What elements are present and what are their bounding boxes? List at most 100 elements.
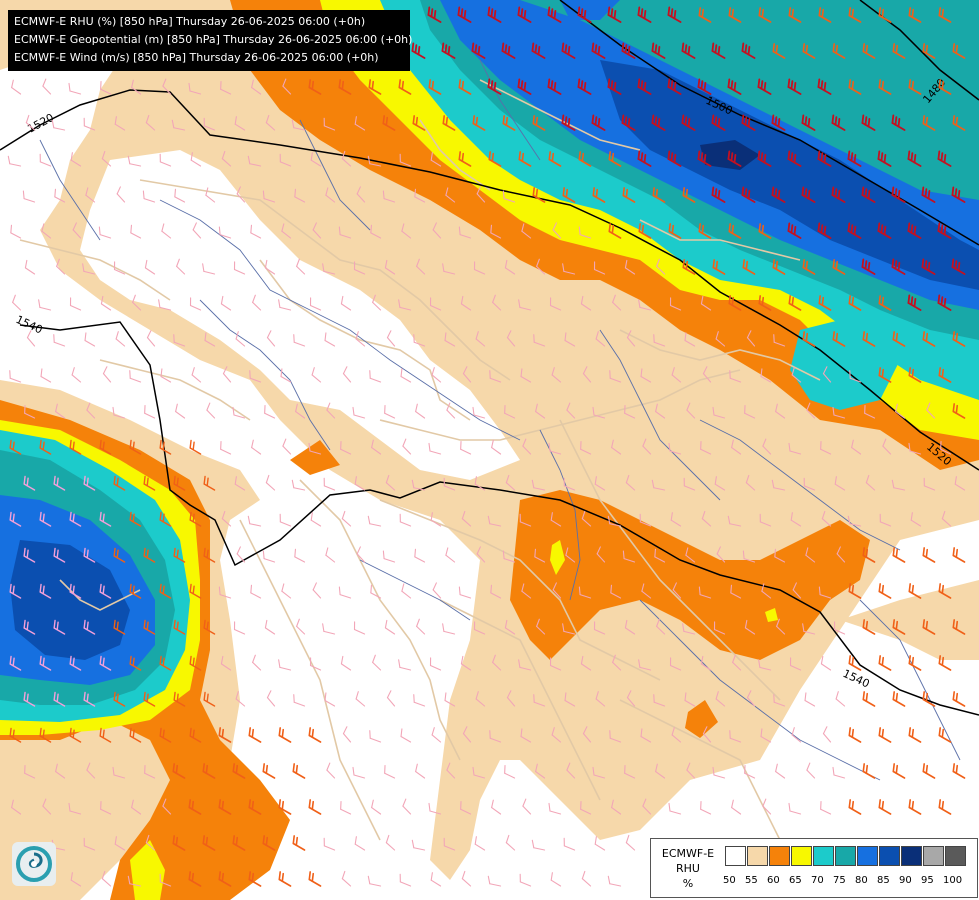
wind-barb xyxy=(83,691,96,707)
wind-barb xyxy=(951,186,966,203)
wind-barb xyxy=(757,150,772,167)
wind-barb xyxy=(311,367,322,383)
wind-barb xyxy=(411,42,426,59)
wind-barb xyxy=(952,619,966,635)
wind-barb xyxy=(99,511,112,527)
wind-barb xyxy=(952,331,966,347)
wind-barb xyxy=(519,513,532,527)
wind-barb xyxy=(159,439,172,455)
wind-barb xyxy=(326,402,336,419)
wind-barb xyxy=(355,331,366,347)
wind-barb xyxy=(941,510,952,527)
wind-barb xyxy=(382,550,396,563)
wind-barb xyxy=(401,223,412,239)
wind-barb xyxy=(11,799,22,815)
wind-barb xyxy=(698,586,712,599)
wind-barb xyxy=(565,547,576,563)
wind-barb xyxy=(907,222,922,239)
wind-barb xyxy=(340,655,352,671)
wind-barb xyxy=(864,405,876,419)
wind-barb xyxy=(878,655,892,671)
wind-barb xyxy=(715,331,726,347)
wind-barb xyxy=(892,331,906,347)
wind-barb xyxy=(252,654,262,671)
wind-barb xyxy=(607,78,622,95)
legend-swatch xyxy=(945,846,966,866)
wind-barb xyxy=(489,370,502,383)
wind-barb xyxy=(9,655,22,671)
wind-barb xyxy=(653,334,666,347)
rhu-legend: ECMWF-E RHU % 50 55 60 65 70 75 80 85 90 95 100 xyxy=(650,838,978,898)
wind-barb xyxy=(262,763,276,779)
wind-barb xyxy=(653,694,666,707)
wind-barb xyxy=(83,547,96,563)
wind-barb xyxy=(220,441,232,455)
wind-barb xyxy=(877,222,892,239)
wind-barb xyxy=(820,801,832,815)
wind-barb xyxy=(672,582,682,599)
legend-swatch xyxy=(791,846,812,866)
wind-barb xyxy=(143,547,156,563)
wind-barb xyxy=(732,654,742,671)
wind-barb xyxy=(370,224,382,239)
wind-barb xyxy=(547,6,562,23)
wind-barb xyxy=(428,442,442,455)
wind-barb xyxy=(129,370,142,383)
wind-barb xyxy=(309,657,322,671)
wind-barb xyxy=(130,224,142,239)
wind-barb xyxy=(11,79,22,95)
wind-barb xyxy=(907,150,922,167)
wind-barb xyxy=(655,763,666,779)
wind-barb xyxy=(667,78,682,95)
wind-barb xyxy=(626,690,636,707)
wind-barb xyxy=(430,512,442,527)
wind-barb xyxy=(502,190,516,203)
wind-barb xyxy=(802,623,816,635)
wind-barb xyxy=(262,835,276,851)
rhu-patch-60-a xyxy=(290,440,340,475)
wind-barb xyxy=(416,618,426,635)
wind-barb xyxy=(891,114,906,131)
wind-barb xyxy=(517,78,532,95)
wind-barb xyxy=(402,798,412,815)
wind-barb xyxy=(69,655,82,671)
wind-barb xyxy=(548,802,562,815)
wind-barb xyxy=(712,406,726,419)
wind-barb xyxy=(491,439,502,455)
wind-barb xyxy=(607,875,622,887)
wind-barb xyxy=(323,477,336,491)
wind-barb xyxy=(760,368,772,383)
wind-barb xyxy=(312,222,322,239)
legend-title-model: ECMWF-E xyxy=(661,847,715,860)
wind-barb xyxy=(489,730,502,743)
wind-barb xyxy=(262,190,276,203)
wind-barb xyxy=(908,655,922,671)
wind-barb xyxy=(490,224,502,239)
wind-barb xyxy=(296,258,306,275)
wind-barb xyxy=(593,621,606,635)
wind-barb xyxy=(114,836,126,851)
wind-barb xyxy=(205,187,216,203)
wind-barb xyxy=(429,657,442,671)
wind-barb xyxy=(760,728,772,743)
wind-barb xyxy=(564,692,576,707)
wind-barb xyxy=(637,6,652,23)
wind-barb xyxy=(113,475,126,491)
wind-barb xyxy=(159,511,172,527)
wind-barb xyxy=(116,186,126,203)
wind-barb xyxy=(922,691,936,707)
wind-barb xyxy=(549,657,562,671)
wind-barb xyxy=(552,582,562,599)
wind-barb xyxy=(218,799,232,815)
wind-barb xyxy=(291,119,306,131)
wind-barb xyxy=(55,763,66,779)
wind-barb xyxy=(476,546,486,563)
wind-barb xyxy=(340,801,352,815)
wind-barb xyxy=(279,153,292,167)
wind-barb xyxy=(655,403,666,419)
wind-barb xyxy=(280,368,292,383)
wind-barb xyxy=(325,547,336,563)
wind-barb xyxy=(848,799,862,815)
wind-barb xyxy=(832,766,846,779)
wind-barb xyxy=(12,294,22,311)
